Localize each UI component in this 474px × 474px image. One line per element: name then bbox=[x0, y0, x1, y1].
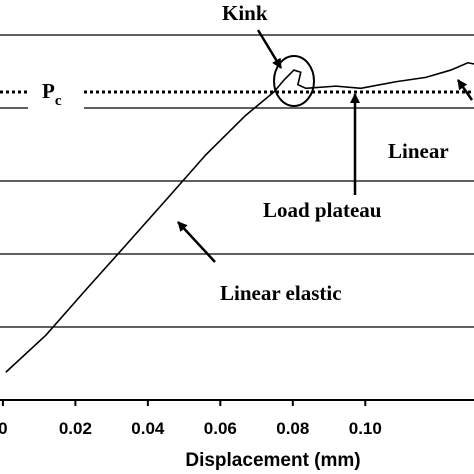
x-tick-label: 0.06 bbox=[204, 419, 237, 438]
plot bbox=[5, 61, 474, 373]
x-tick-label: 0.04 bbox=[131, 419, 165, 438]
annotation: Kink bbox=[222, 1, 268, 25]
x-tick-label: 0.08 bbox=[276, 419, 309, 438]
annotation: Linear bbox=[388, 139, 449, 163]
threshold-label: Pc bbox=[42, 79, 62, 109]
threshold-label-sub: c bbox=[55, 93, 62, 109]
data-line bbox=[5, 61, 474, 373]
annotation: Linear elastic bbox=[220, 281, 342, 305]
x-tick-label: 0.10 bbox=[349, 419, 382, 438]
arrow bbox=[456, 79, 474, 101]
x-tick-label: 0 bbox=[0, 419, 8, 438]
arrow bbox=[256, 29, 283, 69]
label-bg bbox=[28, 73, 84, 110]
arrow bbox=[177, 221, 216, 263]
x-tick-label: 0.02 bbox=[59, 419, 92, 438]
kink-circle bbox=[273, 55, 315, 107]
annotation: Load plateau bbox=[263, 198, 382, 222]
threshold-label-main: P bbox=[42, 79, 55, 103]
x-axis-label: Displacement (mm) bbox=[185, 450, 360, 471]
